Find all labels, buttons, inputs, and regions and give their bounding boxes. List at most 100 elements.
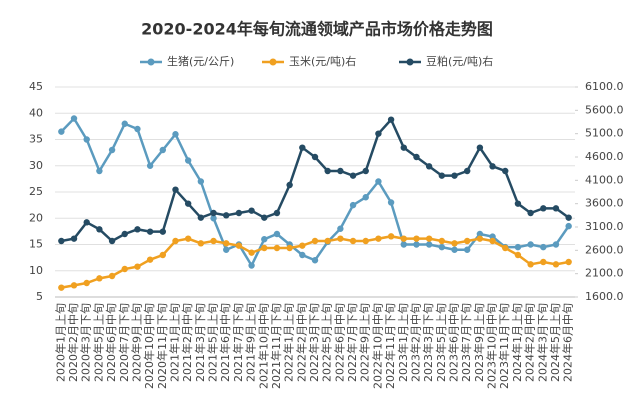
x-tick-label: 2021年3月下旬 [193, 303, 207, 382]
y-tick-label: 35 [29, 133, 43, 146]
x-tick-label: 2024年2月中旬 [523, 303, 537, 382]
x-tick-label: 2024年6月中旬 [561, 303, 575, 382]
point [425, 235, 433, 242]
point [463, 246, 471, 253]
point [286, 244, 293, 252]
point [324, 167, 331, 175]
point [489, 163, 496, 170]
point [400, 241, 407, 248]
point [540, 243, 547, 251]
point [273, 209, 281, 217]
x-tick-label: 2021年9月上旬 [244, 303, 258, 382]
legend-marker [147, 58, 155, 66]
y2-tick-label: 4600.0 [585, 150, 624, 163]
x-tick-label: 2023年10月中旬 [485, 303, 499, 389]
y2-tick-label: 2600.0 [585, 243, 624, 256]
point [210, 215, 217, 222]
point [502, 167, 509, 175]
point [210, 209, 217, 217]
point [146, 162, 154, 169]
point [108, 272, 116, 280]
x-tick-label: 2022年5月上旬 [320, 303, 334, 382]
point [337, 225, 344, 232]
point [58, 237, 65, 245]
point [337, 235, 344, 242]
point [235, 209, 243, 217]
point [184, 235, 192, 242]
point [552, 261, 560, 268]
x-tick-label: 2022年7月下旬 [345, 303, 359, 382]
point [400, 235, 407, 242]
x-tick-label: 2020年11月下旬 [155, 303, 169, 389]
point [286, 181, 293, 189]
x-tick-label: 2021年10月中旬 [256, 303, 270, 389]
point [438, 237, 446, 245]
y2-tick-label: 5100.0 [585, 127, 624, 140]
point [235, 242, 243, 249]
point [502, 244, 509, 252]
x-tick-label: 2023年2月中旬 [408, 303, 422, 382]
point [540, 205, 547, 212]
point [565, 214, 572, 221]
point [83, 219, 90, 226]
point [489, 233, 496, 240]
x-tick-label: 2024年1月上旬 [510, 303, 524, 382]
point [83, 279, 90, 287]
y2-tick-label: 5600.0 [585, 103, 624, 116]
point [514, 251, 522, 259]
x-tick-label: 2020年5月上旬 [91, 303, 105, 382]
point [565, 222, 572, 230]
point [96, 275, 103, 282]
point [476, 235, 484, 242]
x-tick-label: 2022年11月下旬 [383, 303, 397, 389]
point [349, 172, 357, 179]
point [387, 233, 395, 240]
x-tick-label: 2021年11月下旬 [269, 303, 283, 389]
point [197, 214, 205, 221]
x-tick-label: 2021年2月中旬 [180, 303, 194, 382]
point [58, 128, 65, 135]
y-tick-label: 40 [29, 106, 43, 119]
point [197, 240, 205, 247]
y-tick-label: 5 [36, 290, 43, 303]
point [552, 241, 560, 248]
x-tick-label: 2023年3月下旬 [421, 303, 435, 382]
point [223, 240, 230, 247]
x-tick-label: 2020年7月下旬 [117, 303, 131, 382]
point [172, 237, 179, 245]
point [552, 205, 560, 212]
legend-marker [406, 58, 414, 66]
point [248, 207, 255, 214]
x-tick-label: 2024年5月上旬 [548, 303, 562, 382]
x-tick-label: 2023年5月上旬 [434, 303, 448, 382]
point [223, 246, 230, 253]
point [337, 167, 344, 175]
point [121, 230, 128, 238]
point [387, 116, 395, 123]
point [299, 251, 306, 259]
point [527, 241, 534, 248]
point [362, 194, 369, 201]
y2-tick-label: 3600.0 [585, 197, 624, 210]
point [70, 235, 78, 242]
point [273, 244, 281, 252]
x-tick-label: 2022年2月中旬 [294, 303, 308, 382]
x-tick-label: 2021年7月下旬 [231, 303, 245, 382]
point [108, 237, 116, 245]
point [210, 237, 217, 245]
point [387, 199, 395, 206]
x-tick-label: 2020年2月中旬 [66, 303, 80, 382]
point [108, 146, 116, 154]
point [311, 257, 319, 264]
y-tick-label: 15 [29, 238, 43, 251]
point [463, 167, 471, 175]
point [311, 237, 319, 245]
point [58, 284, 65, 291]
point [96, 167, 103, 175]
point [527, 261, 534, 268]
y2-tick-label: 1600.0 [585, 290, 624, 303]
point [70, 115, 78, 122]
point [527, 209, 534, 217]
point [261, 236, 268, 243]
